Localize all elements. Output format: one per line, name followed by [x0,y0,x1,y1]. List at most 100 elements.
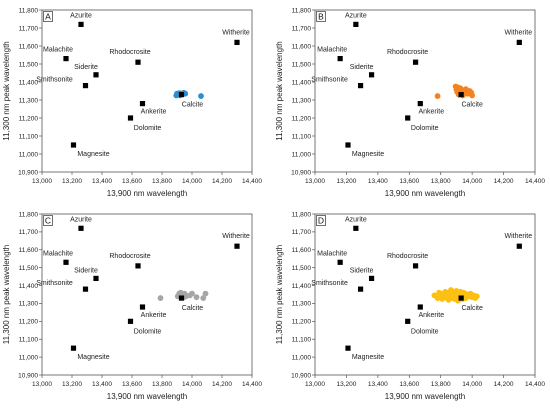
y-tick-label: 11,700 [19,25,39,32]
mineral-label: Smithsonite [36,280,73,287]
mineral-label: Ankerite [141,109,167,116]
y-tick-label: 11,500 [19,265,39,272]
mineral-label: Calcite [182,102,204,109]
reference-marker [93,72,99,78]
mineral-label: Rhodocrosite [387,49,428,56]
x-tick-label: 13,000 [32,178,52,185]
reference-marker [458,295,464,301]
mineral-label: Rhodocrosite [387,253,428,260]
y-tick-label: 11,800 [292,211,312,218]
sample-point [198,93,204,99]
mineral-label: Dolomite [411,328,439,335]
reference-marker [139,304,146,310]
mineral-label: Azurite [70,216,92,223]
reference-marker [516,39,522,45]
mineral-label: Smithsonite [311,280,348,287]
panel-label-box [316,11,326,22]
panel-label-box [316,215,326,226]
x-tick-label: 13,600 [122,178,142,185]
x-tick-label: 13,200 [336,178,356,185]
mineral-label: Ankerite [418,109,444,116]
reference-marker [337,56,343,62]
x-tick-label: 13,600 [399,381,419,388]
x-tick-label: 13,000 [32,381,52,388]
y-tick-label: 11,000 [292,354,312,361]
reference-marker [368,275,375,281]
reference-marker [368,72,375,78]
x-tick-label: 13,800 [152,178,172,185]
x-tick-label: 14,000 [462,381,482,388]
y-axis-label: 11,300 nm peak wavelength [275,41,284,140]
plot-frame [314,9,536,173]
y-tick-label: 11,800 [19,7,39,14]
reference-marker [353,225,359,231]
x-tick-label: 13,000 [305,381,325,388]
reference-marker [63,56,69,62]
y-tick-label: 10,900 [291,372,311,379]
reference-marker [345,345,351,351]
y-axis-label: 11,300 nm peak wavelength [275,245,284,344]
x-tick-label: 13,800 [431,178,451,185]
y-tick-label: 11,000 [292,151,312,158]
mineral-label: Malachite [43,250,73,257]
mineral-label: Magnesite [352,354,384,361]
y-tick-label: 11,300 [19,301,39,308]
x-tick-label: 13,600 [122,381,142,388]
mineral-label: Witherite [504,233,532,240]
x-axis-label: 13,900 nm wavelength [385,189,466,198]
reference-marker [337,259,343,265]
reference-marker [135,59,141,65]
y-tick-label: 11,400 [292,283,312,290]
y-tick-label: 11,300 [292,301,312,308]
mineral-label: Witherite [504,29,532,36]
x-axis-label: 13,900 nm wavelength [107,392,188,401]
x-tick-label: 14,000 [182,178,202,185]
y-tick-label: 11,500 [292,61,312,68]
x-tick-label: 13,400 [368,178,388,185]
y-tick-label: 11,600 [19,247,39,254]
mineral-label: Magnesite [77,151,109,158]
mineral-label: Siderite [350,64,374,71]
sample-point [202,290,209,297]
x-tick-label: 13,400 [92,381,112,388]
mineral-label: Calcite [182,305,204,312]
x-tick-label: 14,200 [494,178,514,185]
mineral-label: Smithsonite [311,77,348,84]
y-axis-label: 11,300 nm peak wavelength [2,41,11,140]
y-tick-label: 11,100 [19,337,39,344]
sample-point [193,294,200,301]
mineral-label: Rhodocrosite [109,253,150,260]
mineral-label: Smithsonite [36,77,73,84]
y-tick-label: 11,300 [19,97,39,104]
mineral-label: Witherite [222,233,250,240]
x-tick-label: 14,000 [462,178,482,185]
sample-point [200,295,207,301]
mineral-label: Malachite [43,47,73,54]
x-tick-label: 13,000 [305,178,325,185]
mineral-label: Calcite [461,305,483,312]
plot-frame [41,213,253,376]
y-tick-label: 11,200 [292,319,312,326]
y-tick-label: 11,700 [19,229,39,236]
y-tick-label: 11,800 [292,7,312,14]
mineral-label: Magnesite [77,354,109,361]
y-tick-label: 11,700 [292,25,312,32]
x-tick-label: 13,200 [336,381,356,388]
reference-marker [178,295,185,301]
mineral-label: Magnesite [352,151,384,158]
panel-label: D [318,216,324,226]
x-tick-label: 14,000 [182,381,202,388]
y-tick-label: 11,100 [292,133,312,140]
mineral-label: Dolomite [411,125,439,132]
mineral-label: Azurite [345,12,367,19]
y-tick-label: 11,100 [19,133,39,140]
reference-marker [178,92,185,98]
x-tick-label: 13,800 [152,381,172,388]
x-tick-label: 14,400 [525,178,545,185]
x-tick-label: 13,200 [62,381,82,388]
panel-d: 13,000 13,200 13,400 13,600 13,800 14,000 14,2… [275,211,545,401]
sample-point [157,295,164,301]
y-tick-label: 10,900 [18,372,38,379]
